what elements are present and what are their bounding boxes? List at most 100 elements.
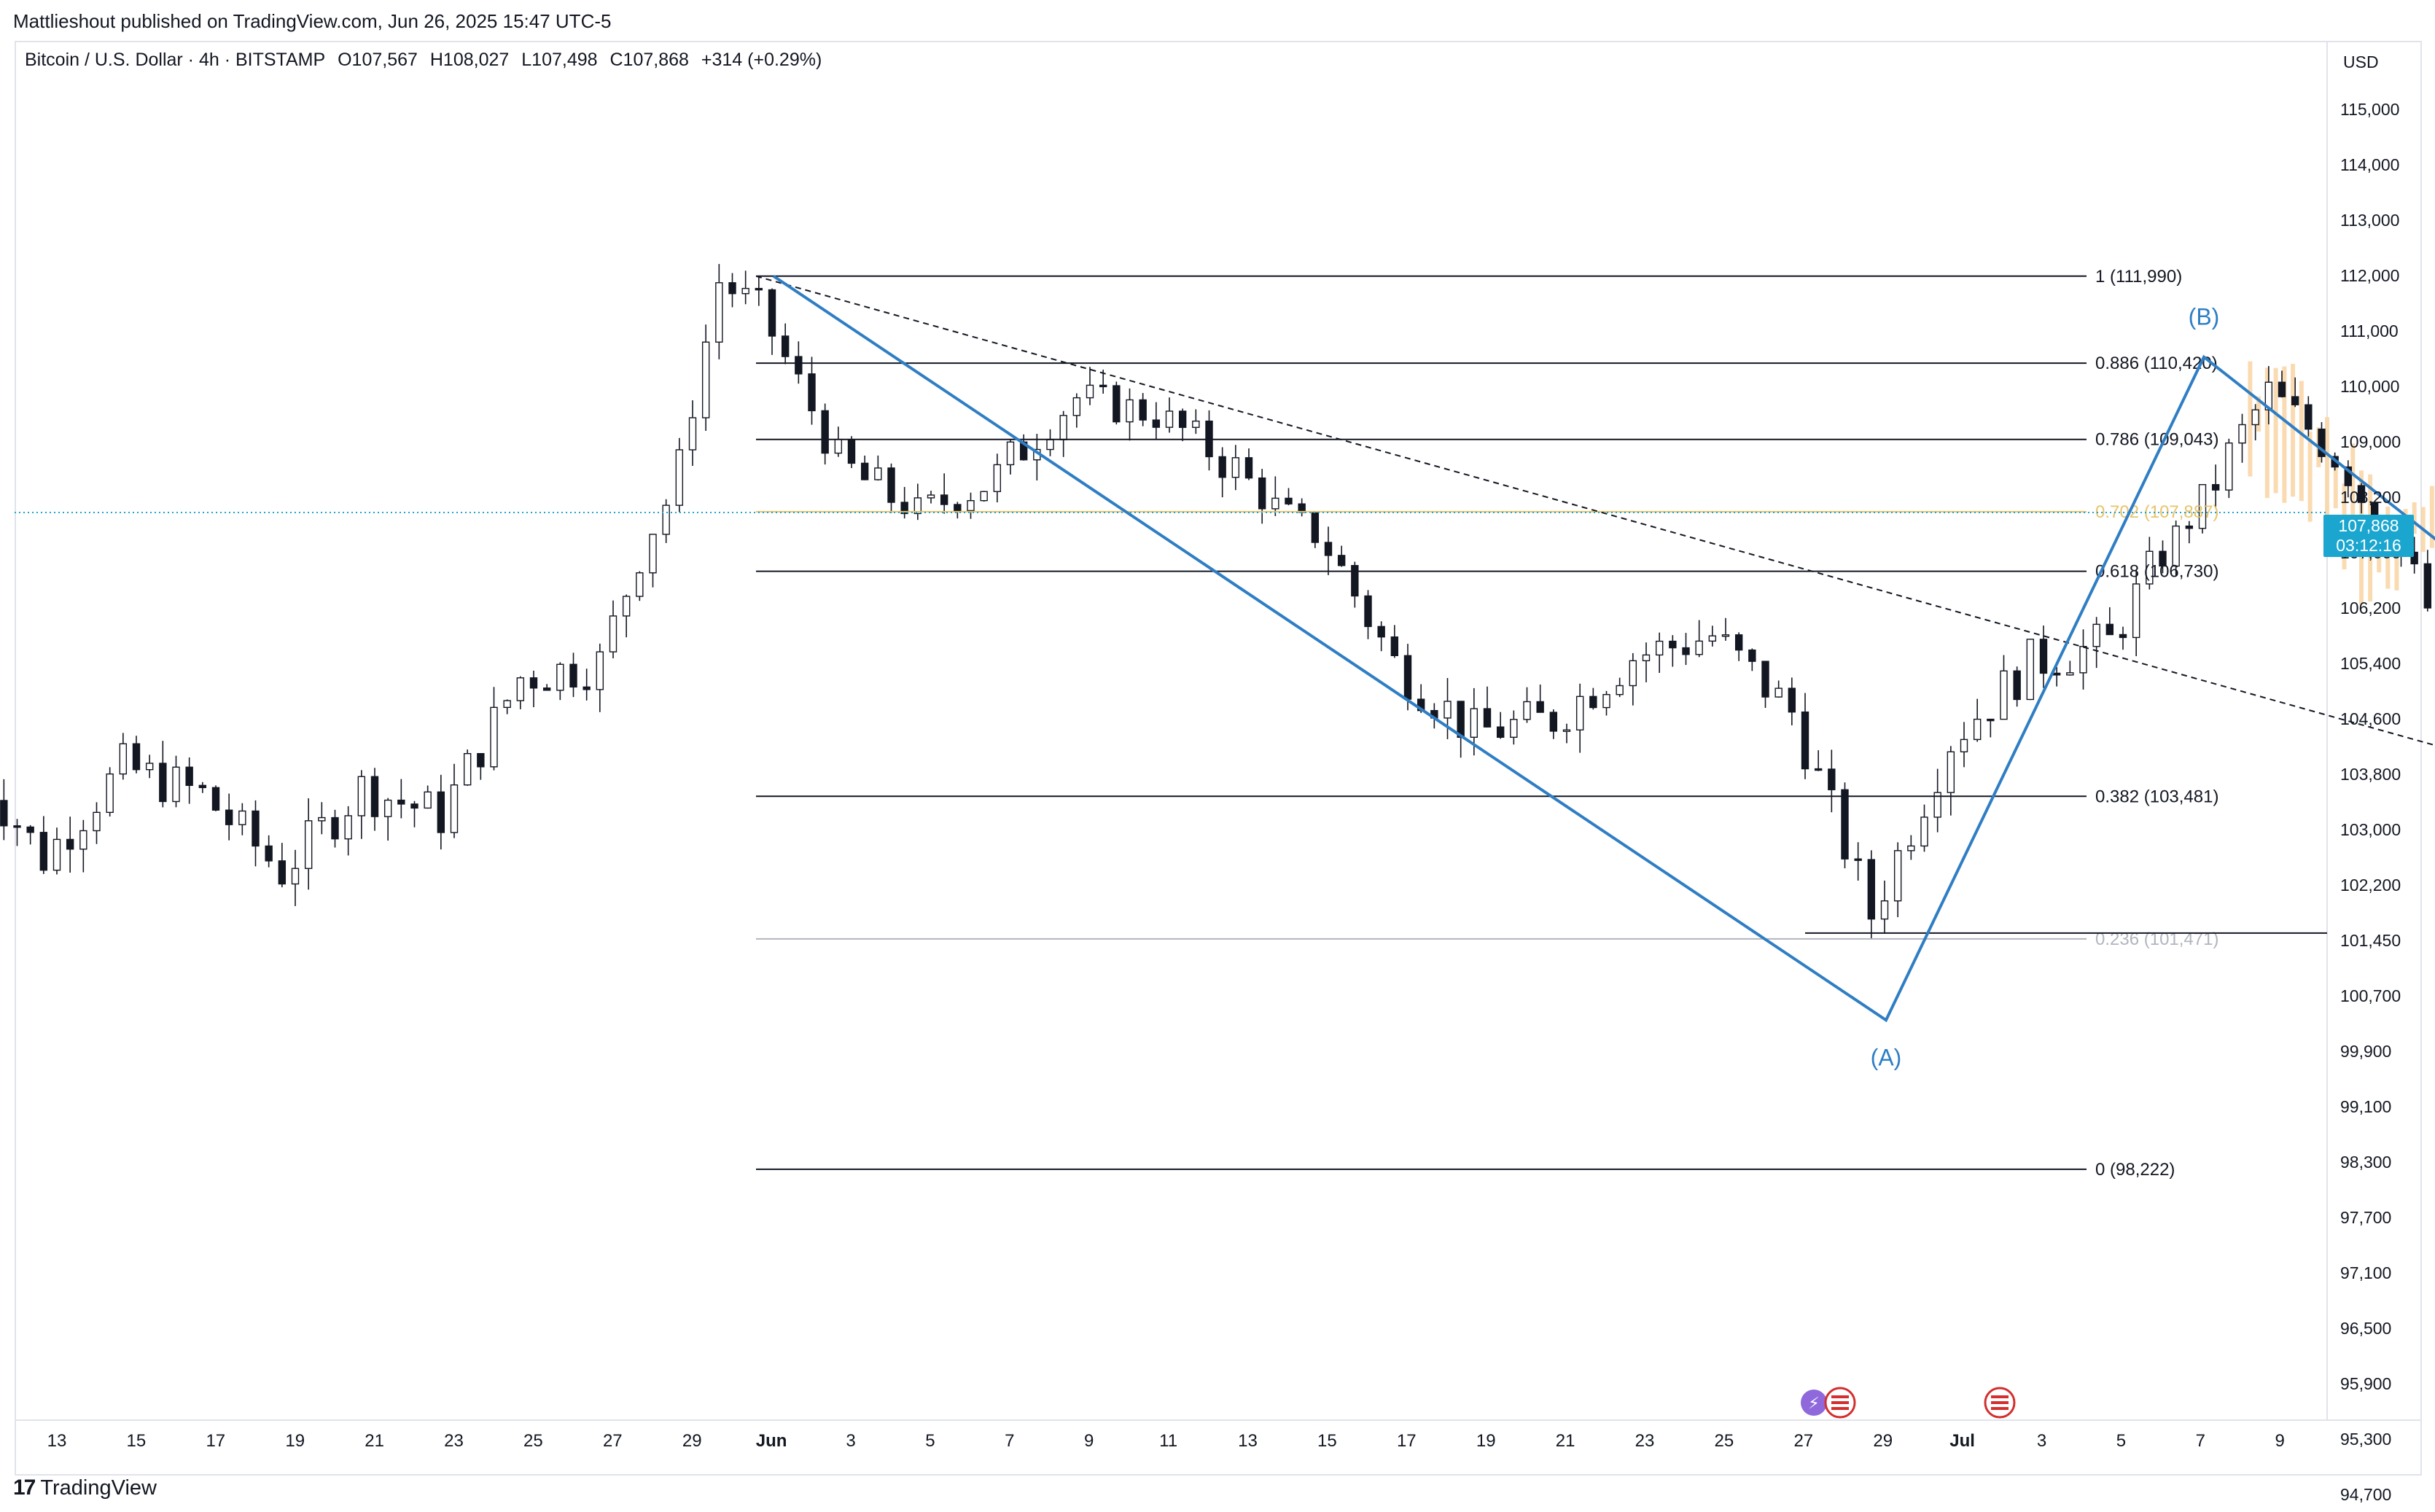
fib-level-label: 0.618 (106,730) <box>2095 562 2218 582</box>
date-tick-label: 19 <box>1476 1431 1496 1451</box>
bullish-candle <box>1774 687 1783 698</box>
bearish-candle <box>211 787 220 811</box>
bullish-candle <box>383 799 392 817</box>
bearish-candle <box>887 467 895 503</box>
date-tick-label: 27 <box>603 1431 623 1451</box>
bearish-candle <box>26 826 34 833</box>
bearish-candle <box>1311 512 1320 543</box>
bullish-candle <box>172 766 180 803</box>
bullish-candle <box>2092 623 2100 647</box>
bullish-candle <box>304 820 313 869</box>
date-tick-label: 29 <box>682 1431 702 1451</box>
bearish-candle <box>808 373 816 412</box>
date-tick-label: Jun <box>756 1431 787 1451</box>
price-tick-label: 112,000 <box>2340 266 2399 285</box>
date-tick-label: 5 <box>2116 1431 2126 1451</box>
date-tick-label: 17 <box>1397 1431 1417 1451</box>
bearish-candle <box>940 494 948 505</box>
fib-level-label: 0.702 (107,887) <box>2095 502 2218 522</box>
bullish-candle <box>2172 525 2180 567</box>
bearish-candle <box>1258 477 1266 510</box>
time-axis[interactable]: 13 15 17 19 21 23 25 27 29 Jun 3 5 7 9 11 13 15 17 19 21 23 2… <box>47 1431 2285 1451</box>
bearish-candle <box>755 287 763 291</box>
date-tick-label: 21 <box>365 1431 384 1451</box>
bullish-candle <box>662 504 670 535</box>
legend-change: +314 (+0.29%) <box>701 50 822 70</box>
flag-stripe-icon <box>1831 1407 1849 1410</box>
bullish-candle <box>1575 695 1584 730</box>
bearish-candle <box>821 410 829 454</box>
date-tick-label: 15 <box>1317 1431 1337 1451</box>
price-tick-label: 108,200 <box>2340 488 2401 507</box>
bullish-candle <box>1126 399 1134 423</box>
projected-candle <box>2333 463 2338 509</box>
bearish-candle <box>1682 647 1690 655</box>
drawings[interactable]: (A)(B)(C) <box>15 275 2435 1220</box>
publisher-info: Mattlieshout published on TradingView.co… <box>13 10 612 32</box>
bearish-candle <box>1987 718 1995 722</box>
header-bar: Mattlieshout published on TradingView.co… <box>0 0 2435 44</box>
date-tick-label: 11 <box>1159 1431 1177 1451</box>
currency-label[interactable]: USD <box>2343 52 2379 71</box>
date-tick-label: Jul <box>1949 1431 1975 1451</box>
bullish-candle <box>1947 751 1955 793</box>
bullish-candle <box>741 287 749 295</box>
bearish-candle <box>1337 555 1346 566</box>
projected-candle <box>2350 443 2356 542</box>
bullish-candle <box>556 663 564 691</box>
bearish-candle <box>860 462 869 480</box>
bullish-candle <box>1086 384 1094 399</box>
price-tick-label: 103,800 <box>2340 765 2401 784</box>
current-price-value: 107,868 <box>2338 516 2399 535</box>
bearish-candle <box>1854 858 1862 861</box>
price-axis[interactable]: 115,000 114,000 113,000 112,000 111,000 110,0… <box>2340 100 2401 1504</box>
bearish-candle <box>529 677 538 689</box>
bullish-candle <box>1642 654 1651 662</box>
chart-frame <box>15 41 2422 1476</box>
projected-candle <box>2248 361 2253 477</box>
lightning-event-icon[interactable] <box>1801 1390 1827 1416</box>
bearish-candle <box>2159 550 2167 567</box>
price-tick-label: 94,700 <box>2340 1485 2391 1504</box>
price-tick-label: 111,000 <box>2340 322 2399 340</box>
bearish-candle <box>2423 563 2432 609</box>
bullish-candle <box>2079 646 2087 674</box>
bearish-candle <box>1483 708 1492 728</box>
price-tick-label: 100,700 <box>2340 986 2401 1005</box>
bullish-candle <box>52 838 61 871</box>
tradingview-logo[interactable]: 17 TradingView <box>13 1476 157 1500</box>
projected-candle <box>2307 431 2313 522</box>
bullish-candle <box>622 596 631 617</box>
bearish-candle <box>781 335 790 357</box>
price-tick-label: 114,000 <box>2340 155 2399 174</box>
bearish-candle <box>583 686 591 690</box>
bearish-candle <box>2013 670 2021 701</box>
lightning-glyph-icon: ⚡ <box>1808 1395 1819 1413</box>
symbol-legend[interactable]: Bitcoin / U.S. Dollar · 4h · BITSTAMP O1… <box>25 50 829 71</box>
economic-event-icons[interactable]: ⚡ <box>1801 1387 2016 1419</box>
bearish-candle <box>542 687 551 691</box>
tradingview-wordmark: TradingView <box>40 1476 157 1500</box>
bearish-candle <box>437 791 445 833</box>
bearish-candle <box>1351 565 1359 597</box>
bullish-candle <box>79 830 87 850</box>
bearish-candle <box>1457 701 1465 739</box>
flag-stripe-icon <box>1831 1395 1849 1398</box>
bullish-candle <box>1523 701 1531 720</box>
bullish-candle <box>913 497 922 515</box>
bullish-candle <box>1893 850 1902 902</box>
bearish-candle <box>477 752 485 768</box>
bullish-candle <box>2238 424 2246 444</box>
bearish-candle <box>1285 497 1293 504</box>
bullish-candle <box>1072 397 1081 416</box>
bullish-candle <box>1271 497 1279 510</box>
price-tick-label: 99,100 <box>2340 1097 2391 1116</box>
date-tick-label: 25 <box>1715 1431 1734 1451</box>
bullish-candle <box>927 494 935 499</box>
bullish-candle <box>1470 708 1478 739</box>
bearish-candle <box>1113 385 1121 423</box>
bearish-candle <box>2211 484 2220 491</box>
bearish-candle <box>2318 428 2326 457</box>
bullish-candle <box>1444 701 1452 719</box>
